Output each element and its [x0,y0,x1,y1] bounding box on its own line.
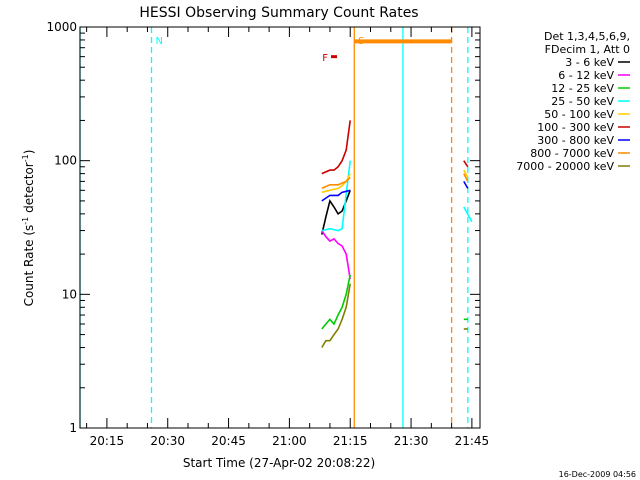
y-axis-label-main: Count Rate (s [22,225,36,307]
x-tick-label-6: 21:45 [455,434,490,448]
legend-label-0: 3 - 6 keV [565,56,614,69]
series-line-3-seg-4 [463,206,473,222]
y-axis-label-sup2: -1 [21,154,30,162]
series-line-4-seg-1 [463,169,469,178]
annotations-group: N S F [156,36,452,64]
annotation-label-F: F [322,53,328,64]
x-tick-label-4: 21:15 [333,434,368,448]
chart-title: HESSI Observing Summary Count Rates [139,5,418,21]
x-tick-label-3: 21:00 [272,434,307,448]
series-line-7-seg-1 [463,173,469,182]
legend-label-5: 100 - 300 keV [537,121,614,134]
x-tick-label-0: 20:15 [90,434,125,448]
y-axis-label-end: ) [22,150,36,155]
series-line-4-seg-0 [321,173,351,194]
series-group [321,120,473,348]
time-markers [79,27,469,428]
y-tick-label-1000: 1000 [46,20,77,34]
series-line-2-seg-0 [321,274,351,330]
legend-header-line-2: FDecim 1, Att 0 [545,43,630,56]
y-tick-label-1: 1 [69,421,77,435]
legend-label-8: 7000 - 20000 keV [516,160,614,173]
legend-label-6: 300 - 800 keV [537,134,614,147]
series-line-3-seg-2 [321,160,351,232]
x-axis-label: Start Time (27-Apr-02 20:08:22) [183,456,375,470]
plot-frame [79,26,481,429]
legend-label-7: 800 - 7000 keV [530,147,614,160]
y-axis-label-sup1: -1 [21,217,30,225]
y-axis-label-mid: detector [22,162,36,217]
y-tick-label-10: 10 [62,287,77,301]
series-line-8-seg-0 [321,283,351,348]
legend-label-3: 25 - 50 keV [551,95,614,108]
x-tick-label-5: 21:30 [394,434,429,448]
legend-label-1: 6 - 12 keV [558,69,614,82]
series-line-1-seg-0 [321,230,351,280]
annotation-label-S: S [358,36,364,47]
axes-group: 1 10 100 1000 20:15 20:30 20:45 21:00 21:15 21:30… [46,20,489,448]
x-tick-label-2: 20:45 [211,434,246,448]
legend-header-line-1: Det 1,3,4,5,6,9, [544,30,630,43]
series-line-6-seg-0 [321,189,351,202]
annotation-label-N: N [156,36,163,47]
y-axis-label: Count Rate (s-1 detector-1) [21,150,36,307]
series-line-7-seg-0 [321,176,351,190]
legend-label-4: 50 - 100 keV [544,108,614,121]
x-tick-label-1: 20:30 [150,434,185,448]
legend-label-2: 12 - 25 keV [551,82,614,95]
footer-timestamp: 16-Dec-2009 04:56 [559,470,636,479]
series-line-5-seg-0 [321,120,351,175]
y-tick-label-100: 100 [54,154,77,168]
series-line-5-seg-1 [463,160,469,168]
series-line-6-seg-1 [463,181,469,189]
